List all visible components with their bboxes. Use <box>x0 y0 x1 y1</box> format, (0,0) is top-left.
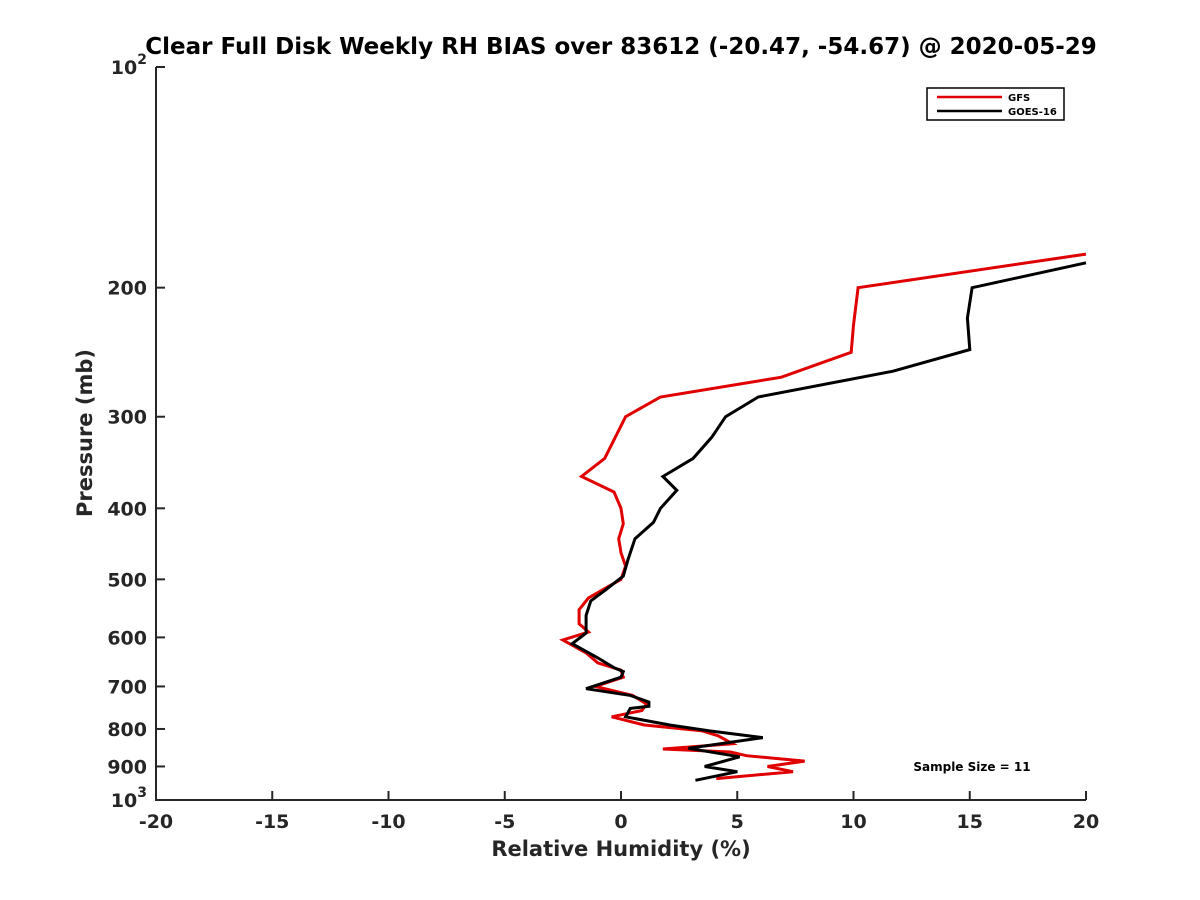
legend-box <box>926 87 1065 121</box>
y-tick-label: 102 <box>111 52 147 79</box>
x-tick-label: -10 <box>371 811 405 833</box>
legend-label-gfs: GFS <box>1008 93 1030 104</box>
series-line-goes16 <box>569 261 1087 782</box>
x-tick-label: 10 <box>840 811 866 833</box>
y-axis-label: Pressure (mb) <box>73 349 97 517</box>
y-tick-label: 500 <box>107 569 147 591</box>
x-tick-label: 15 <box>957 811 983 833</box>
x-tick-label: 20 <box>1073 811 1099 833</box>
y-axis-ticks: 102 200 300 400 500 600 700 800 900 103 <box>107 52 165 812</box>
x-tick-label: 5 <box>731 811 744 833</box>
x-tick-label: -15 <box>255 811 289 833</box>
y-tick-label: 103 <box>111 785 147 812</box>
y-tick-label: 900 <box>107 756 147 778</box>
y-tick-label: 700 <box>107 676 147 698</box>
axis-frame <box>155 67 1086 801</box>
x-axis-label: Relative Humidity (%) <box>491 837 750 861</box>
x-tick-label: 0 <box>614 811 627 833</box>
y-tick-label: 300 <box>107 407 147 429</box>
y-tick-label: 400 <box>107 498 147 520</box>
chart-title: Clear Full Disk Weekly RH BIAS over 8361… <box>145 34 1097 60</box>
y-tick-label: 800 <box>107 719 147 741</box>
x-tick-label: -20 <box>139 811 173 833</box>
x-axis-ticks: -20 -15 -10 -5 0 5 10 15 20 <box>139 791 1099 833</box>
x-tick-label: -5 <box>494 811 515 833</box>
plot-lines <box>559 252 1087 782</box>
legend-label-goes16: GOES-16 <box>1008 107 1057 118</box>
y-tick-label: 200 <box>107 278 147 300</box>
y-tick-label: 600 <box>107 627 147 649</box>
sample-size-annotation: Sample Size = 11 <box>913 760 1030 774</box>
